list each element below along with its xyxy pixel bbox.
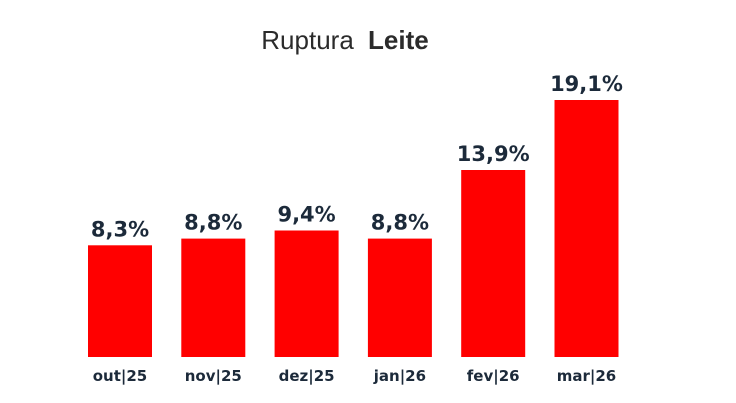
bar-0 — [88, 245, 152, 357]
category-label-1: nov|25 — [185, 367, 242, 386]
chart-title-emphasis: Leite — [368, 25, 429, 55]
category-label-4: fev|26 — [467, 367, 520, 386]
bar-2 — [274, 230, 339, 357]
value-label-5: 19,1% — [550, 72, 623, 96]
value-label-0: 8,3% — [91, 217, 149, 241]
value-label-1: 8,8% — [184, 211, 242, 235]
bar-4 — [461, 170, 526, 357]
value-label-4: 13,9% — [457, 142, 530, 166]
chart-title-prefix: Ruptura — [261, 25, 354, 55]
value-labels-group: 8,3% 8,8% 9,4% 8,8% 13,9% 19,1% — [91, 72, 623, 241]
category-label-0: out|25 — [93, 367, 148, 386]
bars-group — [88, 100, 619, 357]
chart-title: Ruptura Leite — [261, 25, 428, 55]
category-label-5: mar|26 — [557, 367, 617, 386]
bar-1 — [181, 238, 246, 357]
value-label-2: 9,4% — [277, 203, 335, 227]
bar-5 — [554, 100, 619, 357]
category-label-2: dez|25 — [279, 367, 335, 386]
bar-3 — [367, 238, 432, 357]
category-label-3: jan|26 — [373, 367, 426, 386]
value-label-3: 8,8% — [371, 211, 429, 235]
category-labels-group: out|25 nov|25 dez|25 jan|26 fev|26 mar|26 — [93, 367, 617, 386]
